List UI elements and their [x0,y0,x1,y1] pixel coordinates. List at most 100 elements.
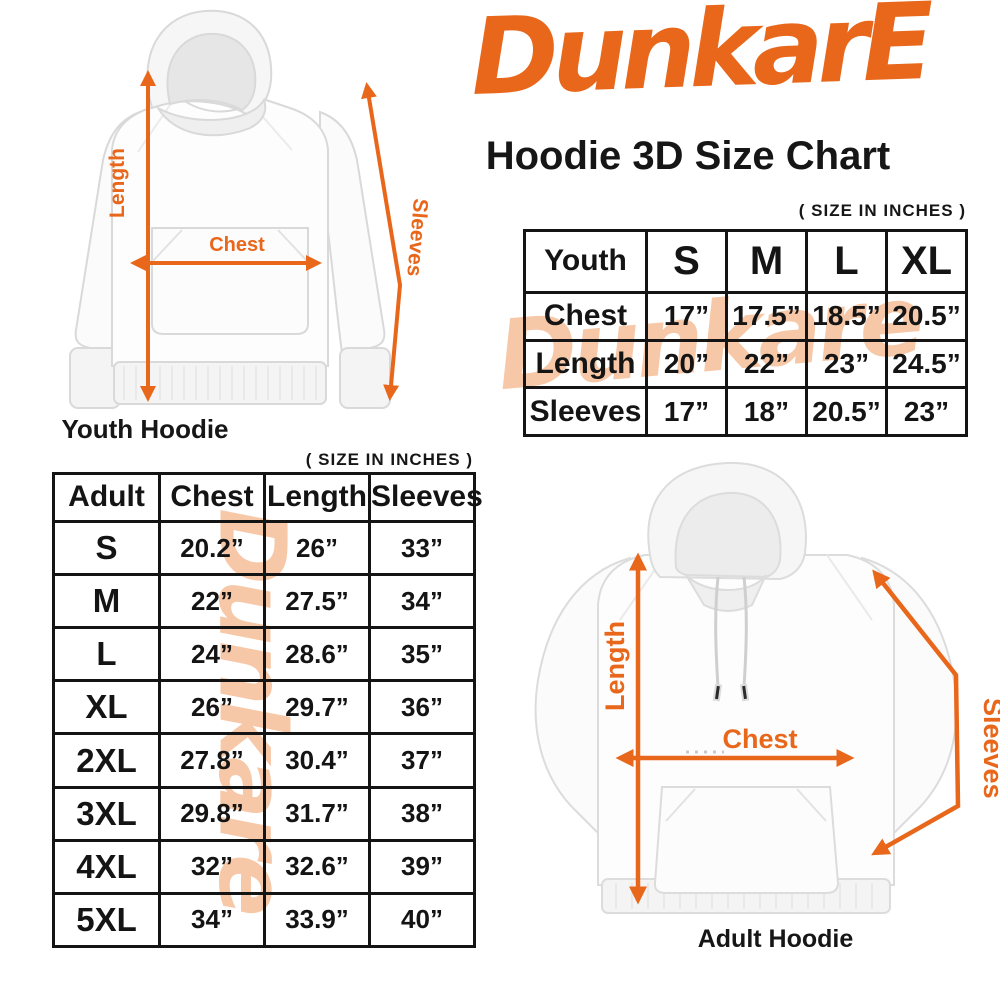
youth-hem-ribbing [123,366,317,400]
adult-drawstrings [714,576,748,688]
adult-3xl-length: 31.7” [263,785,371,842]
youth-row-label: Chest [523,290,648,342]
adult-m-length: 27.5” [263,573,371,630]
youth-chest-m: 17.5” [725,290,808,342]
youth-row-label: Sleeves [523,386,648,437]
youth-header-xl: XL [885,229,968,294]
youth-length-l: 23” [805,338,888,390]
adult-s-length: 26” [263,519,371,577]
adult-4xl-length: 32.6” [263,838,371,895]
youth-sleeves-s: 17” [645,386,728,437]
youth-sleeves-m: 18” [725,386,808,437]
adult-row-m: M 22” 27.5” 34” [52,573,476,630]
youth-sleeves-label: Sleeves [402,198,432,278]
youth-header-group: Youth [523,229,648,294]
adult-hoodie-illustration: Length Chest Sleeves [490,455,1000,985]
adult-s-sleeves: 33” [368,519,476,577]
youth-length-row: Length 20” 22” 23” 24.5” [523,338,968,390]
youth-length-s: 20” [645,338,728,390]
adult-hoodie-caption: Adult Hoodie [697,925,854,953]
youth-row-label: Length [523,338,648,390]
youth-right-cuff [339,347,391,409]
adult-l-chest: 24” [158,626,266,683]
adult-2xl-chest: 27.8” [158,732,266,789]
adult-3xl-sleeves: 38” [368,785,476,842]
brand-logo: DunkarE [468,0,930,119]
adult-header-group: Adult [52,472,161,523]
youth-hood-opening [166,32,257,112]
youth-length-xl: 24.5” [885,338,968,390]
youth-measure-arrows: Length Chest Sleeves [106,70,432,402]
adult-size-label: XL [52,679,161,736]
adult-length-label: Length [600,621,630,711]
adult-3xl-chest: 29.8” [158,785,266,842]
youth-chest-label: Chest [209,234,265,256]
youth-hoodie-drawing [69,9,391,409]
youth-chest-s: 17” [645,290,728,342]
adult-l-sleeves: 35” [368,626,476,683]
youth-sleeves-xl: 23” [885,386,968,437]
adult-sleeves-arrow [871,569,961,856]
page-title: Hoodie 3D Size Chart [485,134,891,178]
youth-hoodie-illustration: Length Chest Sleeves [0,0,460,450]
adult-drawstring-aglet-left [712,683,723,702]
youth-chest-row: Chest 17” 17.5” 18.5” 20.5” [523,290,968,342]
adult-xl-chest: 26” [158,679,266,736]
adult-4xl-chest: 32” [158,838,266,895]
adult-size-label: S [52,519,161,577]
adult-hood-opening [674,491,782,579]
adult-drawstring-aglet-right [739,683,750,702]
adult-hoodie-drawing [534,461,958,914]
adult-size-note: ( SIZE IN INCHES ) [305,450,473,469]
youth-collar [155,97,267,137]
youth-header-l: L [805,229,888,294]
adult-size-label: L [52,626,161,683]
adult-m-chest: 22” [158,573,266,630]
youth-sleeves-l: 20.5” [805,386,888,437]
youth-right-sleeve [319,110,386,355]
adult-5xl-sleeves: 40” [368,891,476,949]
adult-row-l: L 24” 28.6” 35” [52,626,476,683]
adult-sleeves-label: Sleeves [978,698,1000,799]
adult-m-sleeves: 34” [368,573,476,630]
youth-size-table: Youth S M L XL Chest 17” 17.5” 18.5” 20.… [523,229,968,437]
adult-size-table: Adult Chest Length Sleeves S 20.2” 26” 3… [52,472,483,949]
adult-row-4xl: 4XL 32” 32.6” 39” [52,838,476,895]
adult-pocket-slits [665,788,827,822]
youth-header-m: M [725,229,808,294]
adult-s-chest: 20.2” [158,519,266,577]
youth-header-row: Youth S M L XL [523,229,968,294]
adult-xl-length: 29.7” [263,679,371,736]
adult-hoodie-svg: Length Chest Sleeves [534,461,1000,914]
adult-5xl-length: 33.9” [263,891,371,949]
youth-chest-xl: 20.5” [885,290,968,342]
adult-2xl-length: 30.4” [263,732,371,789]
adult-5xl-chest: 34” [158,891,266,949]
adult-row-5xl: 5XL 34” 33.9” 40” [52,891,476,949]
youth-hoodie-caption: Youth Hoodie [61,414,229,444]
adult-header-length: Length [263,472,371,523]
adult-row-s: S 20.2” 26” 33” [52,519,476,577]
youth-chest-l: 18.5” [805,290,888,342]
youth-size-note: ( SIZE IN INCHES ) [798,201,966,220]
adult-size-label: M [52,573,161,630]
youth-hoodie-svg: Length Chest Sleeves [69,9,432,409]
adult-chest-label: Chest [722,724,797,754]
youth-length-m: 22” [725,338,808,390]
adult-measure-arrows: Length Chest Sleeves [600,552,1000,905]
adult-size-label: 3XL [52,785,161,842]
adult-2xl-sleeves: 37” [368,732,476,789]
adult-size-label: 2XL [52,732,161,789]
adult-pocket [653,786,840,894]
adult-l-length: 28.6” [263,626,371,683]
adult-row-3xl: 3XL 29.8” 31.7” 38” [52,785,476,842]
adult-header-chest: Chest [158,472,266,523]
adult-row-xl: XL 26” 29.7” 36” [52,679,476,736]
youth-sleeves-arrow [361,82,403,401]
youth-sleeves-row: Sleeves 17” 18” 20.5” 23” [523,386,968,437]
adult-size-label: 5XL [52,891,161,949]
adult-4xl-sleeves: 39” [368,838,476,895]
adult-header-row: Adult Chest Length Sleeves [52,472,483,523]
adult-row-2xl: 2XL 27.8” 30.4” 37” [52,732,476,789]
